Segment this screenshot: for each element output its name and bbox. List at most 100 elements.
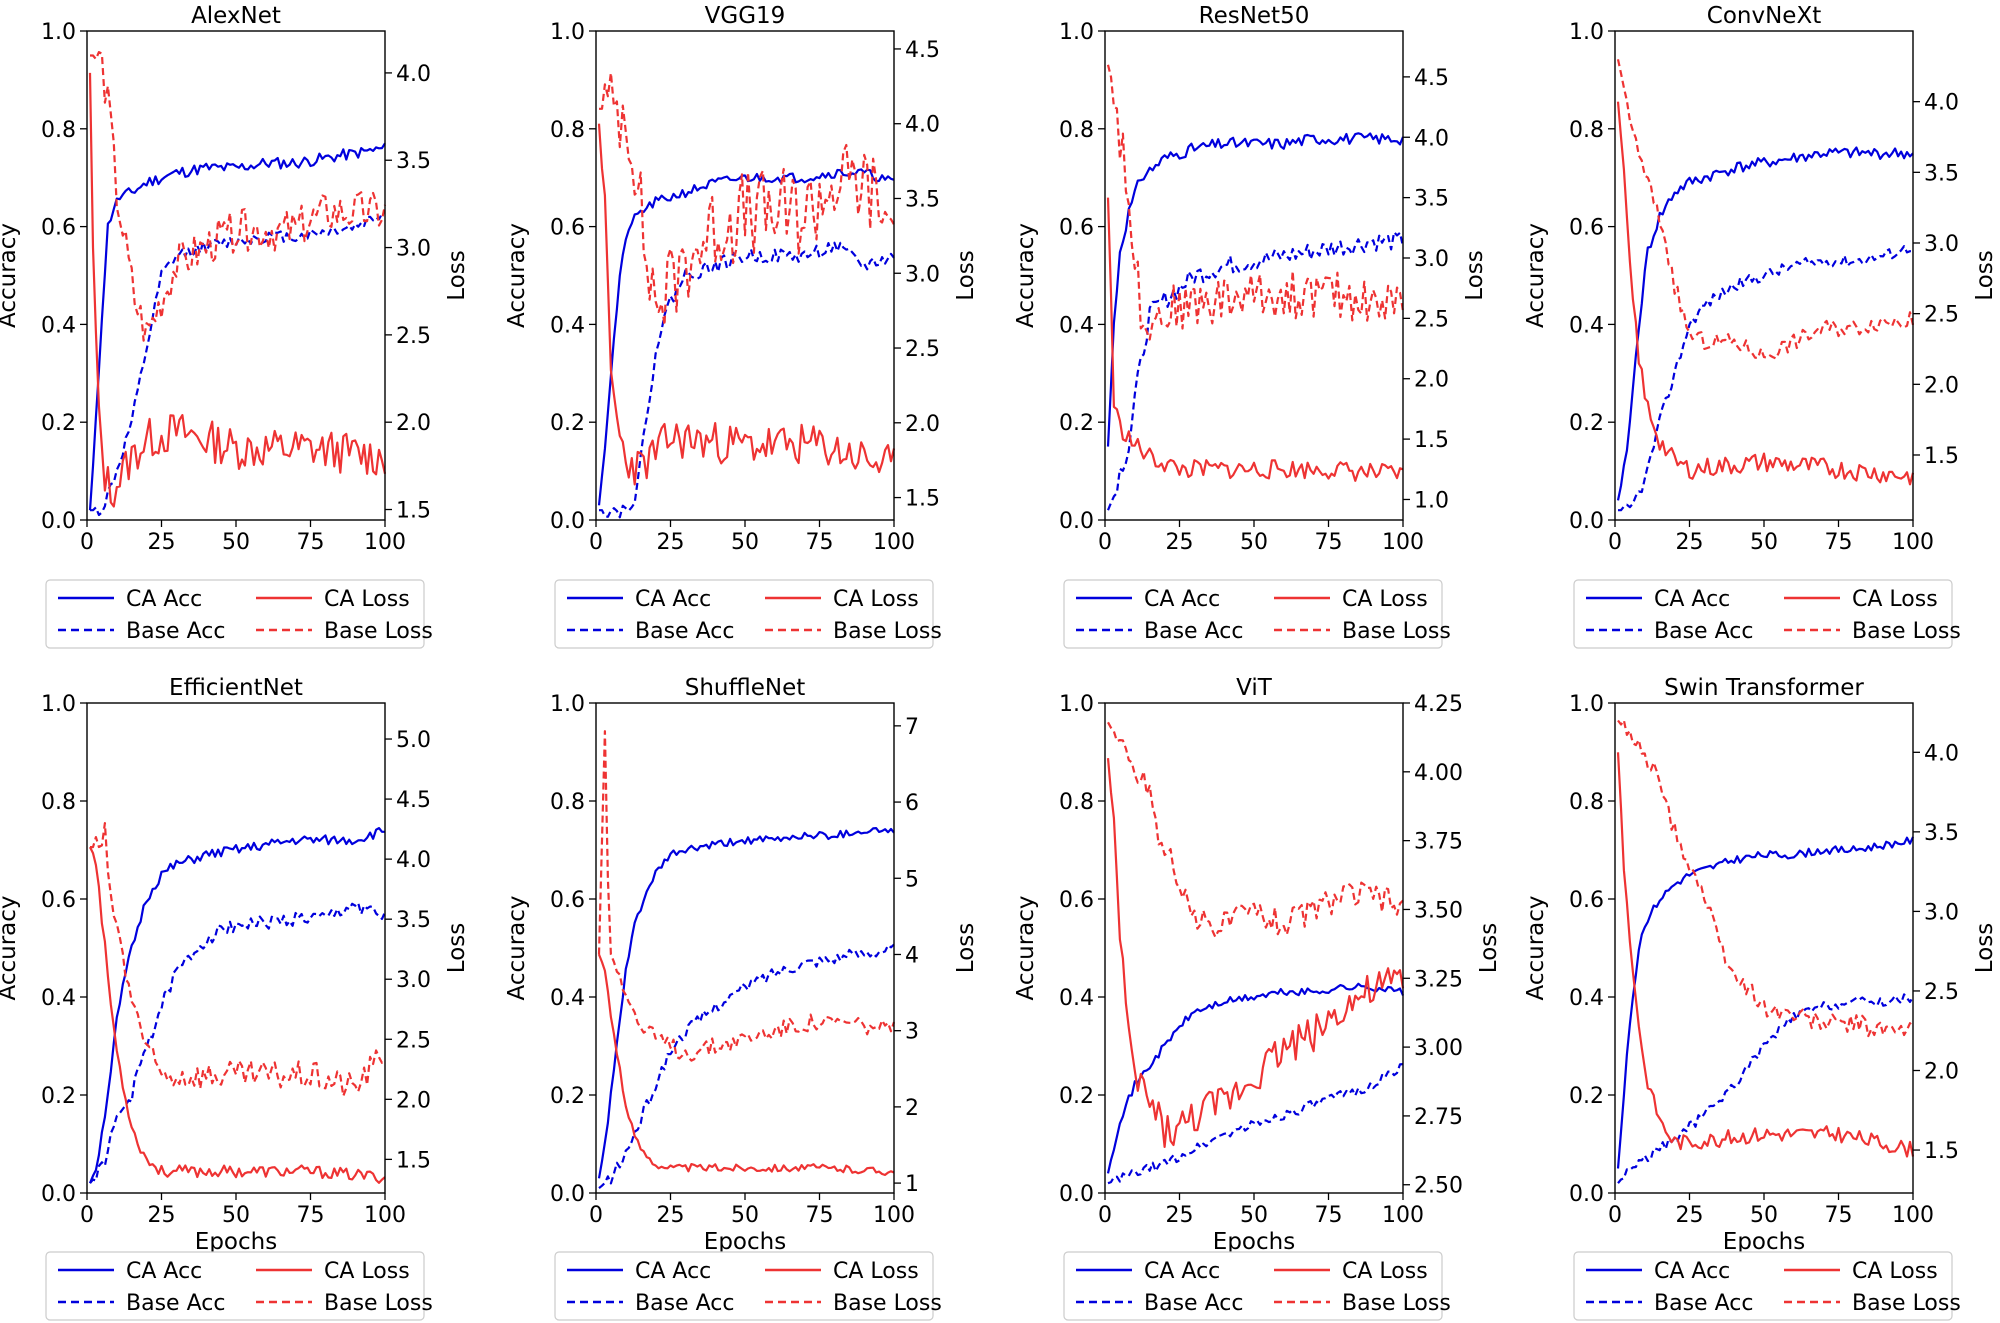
y2-tick-label: 4.5 <box>396 788 431 813</box>
panel-title: ViT <box>1236 675 1273 701</box>
y2-tick-label: 3.5 <box>396 908 431 933</box>
y2-tick-label: 3 <box>905 1020 919 1045</box>
series-line-base-loss <box>599 71 895 327</box>
series-line-ca-loss <box>88 72 387 508</box>
y2-tick-label: 3.00 <box>1414 1036 1463 1061</box>
panel-title: VGG19 <box>705 3 786 29</box>
x-tick-label: 75 <box>1825 530 1853 555</box>
y-tick-label: 0.8 <box>41 118 76 143</box>
series-line-base-acc <box>89 901 387 1184</box>
legend-box <box>1573 579 1953 649</box>
x-tick-label: 0 <box>589 1203 603 1228</box>
y-axis-title: Accuracy <box>0 223 21 328</box>
x-tick-label: 50 <box>731 530 759 555</box>
y-tick-label: 0.8 <box>1059 118 1094 143</box>
y-tick-label: 0.6 <box>1059 888 1094 913</box>
y2-tick-label: 5.0 <box>396 728 431 753</box>
legend-label: Base Loss <box>324 1291 433 1316</box>
series-line-ca-loss <box>597 123 896 486</box>
chart-panel-4: 0 25 50 75 100 0.0 0.2 0.4 0.6 0.8 1.0 1.5 2.0 2.5 3.0… <box>1523 3 1998 649</box>
x-tick-label: 100 <box>364 530 406 555</box>
x-tick-label: 75 <box>1825 1203 1853 1228</box>
series-line-ca-acc <box>88 826 385 1184</box>
y-tick-label: 0.6 <box>550 216 585 241</box>
x-tick-label: 75 <box>1315 530 1343 555</box>
series-line-base-acc <box>598 943 895 1189</box>
series-line-ca-acc <box>597 826 895 1179</box>
legend: CA Acc CA Loss Base Acc Base Loss <box>1063 1251 1451 1321</box>
y2-tick-label: 2.5 <box>396 324 431 349</box>
legend-box <box>1063 1251 1443 1321</box>
legend-label: CA Acc <box>635 1259 711 1284</box>
y2-tick-label: 1.5 <box>1924 444 1959 469</box>
y-axis-title: Accuracy <box>0 895 21 1000</box>
y-tick-label: 0.2 <box>1569 411 1604 436</box>
series-line-ca-loss <box>89 846 386 1184</box>
series-line-base-loss <box>90 821 386 1098</box>
y2-tick-label: 1.5 <box>1414 428 1449 453</box>
legend-label: Base Acc <box>1144 1291 1243 1316</box>
y-tick-label: 0.2 <box>41 411 76 436</box>
y-axis-title: Accuracy <box>1013 223 1039 328</box>
y-tick-label: 0.4 <box>550 986 585 1011</box>
legend-label: Base Loss <box>324 619 433 644</box>
y-axis-title: Accuracy <box>504 895 530 1000</box>
y2-tick-label: 2.0 <box>396 1088 431 1113</box>
y2-tick-label: 2.5 <box>1414 307 1449 332</box>
legend: CA Acc CA Loss Base Acc Base Loss <box>1573 1251 1961 1321</box>
series-line-ca-loss <box>1616 752 1915 1158</box>
y2-tick-label: 1.5 <box>1924 1139 1959 1164</box>
y2-tick-label: 2.0 <box>1414 368 1449 393</box>
x-tick-label: 0 <box>589 530 603 555</box>
y-tick-label: 0.4 <box>41 986 76 1011</box>
y-tick-label: 1.0 <box>1059 692 1094 717</box>
series-line-base-acc <box>1106 231 1405 511</box>
y-tick-label: 0.6 <box>1059 216 1094 241</box>
legend-box <box>554 1251 934 1321</box>
series-line-base-loss <box>1107 721 1404 939</box>
y2-tick-label: 3.5 <box>1924 821 1959 846</box>
series-line-ca-loss <box>1106 758 1405 1149</box>
x-axis-title: Epochs <box>704 1229 786 1255</box>
x-tick-label: 75 <box>297 530 325 555</box>
legend-label: CA Acc <box>1654 587 1730 612</box>
x-axis-title: Epochs <box>1723 1229 1805 1255</box>
series-line-base-loss <box>597 730 896 1062</box>
x-tick-label: 0 <box>80 1203 94 1228</box>
legend-label: Base Loss <box>1852 1291 1961 1316</box>
y-tick-label: 0.4 <box>41 313 76 338</box>
legend-label: Base Acc <box>126 619 225 644</box>
y-tick-label: 0.8 <box>1569 118 1604 143</box>
y2-tick-label: 5 <box>905 867 919 892</box>
legend-box <box>1063 579 1443 649</box>
y2-tick-label: 3.5 <box>1414 187 1449 212</box>
y2-tick-label: 4.25 <box>1414 692 1463 717</box>
legend-label: CA Acc <box>635 587 711 612</box>
series-line-base-loss <box>1616 59 1915 360</box>
y-tick-label: 0.4 <box>1569 986 1604 1011</box>
legend-label: CA Loss <box>1342 1259 1428 1284</box>
x-tick-label: 100 <box>873 530 915 555</box>
legend-label: Base Acc <box>1144 619 1243 644</box>
x-tick-label: 50 <box>1240 1203 1268 1228</box>
y2-tick-label: 3.50 <box>1414 898 1463 923</box>
series-line-base-acc <box>1107 1063 1404 1185</box>
x-tick-label: 25 <box>1166 1203 1194 1228</box>
y-tick-label: 0.6 <box>41 216 76 241</box>
legend-label: CA Acc <box>1654 1259 1730 1284</box>
y-axis-title: Accuracy <box>1523 895 1549 1000</box>
y2-tick-label: 4 <box>905 943 919 968</box>
x-tick-label: 50 <box>731 1203 759 1228</box>
y2-axis-title: Loss <box>953 250 979 300</box>
legend-box <box>45 579 425 649</box>
x-tick-label: 100 <box>1892 530 1934 555</box>
y2-axis-title: Loss <box>444 250 470 300</box>
y-tick-label: 0.2 <box>550 1084 585 1109</box>
series-line-base-loss <box>1617 719 1914 1038</box>
chart-panel-3: 0 25 50 75 100 0.0 0.2 0.4 0.6 0.8 1.0 1.0 1.5 2.0 2.5… <box>1013 3 1488 649</box>
legend-box <box>554 579 934 649</box>
legend-label: CA Loss <box>833 587 919 612</box>
y-axis-title: Accuracy <box>1013 895 1039 1000</box>
series-line-base-acc <box>1617 993 1914 1184</box>
